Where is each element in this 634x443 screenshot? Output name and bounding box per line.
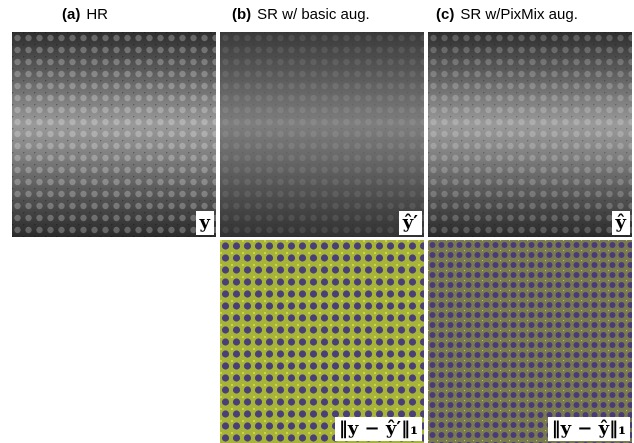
- caption: (c) SR w/PixMix aug.: [436, 6, 578, 23]
- caption: (b) SR w/ basic aug.: [232, 6, 370, 23]
- error-map: ‖y − ŷ′‖₁: [220, 240, 424, 443]
- image-label: ŷ: [611, 211, 630, 235]
- caption-text: SR w/ basic aug.: [257, 6, 370, 23]
- texture: [12, 32, 216, 237]
- sr-pixmix-image: ŷ: [428, 32, 632, 237]
- caption-text: SR w/PixMix aug.: [460, 6, 578, 23]
- error-label: ‖y − ŷ‖₁: [547, 417, 630, 441]
- sr-basic-image: ŷ′: [220, 32, 424, 237]
- tag: (a): [62, 6, 81, 23]
- texture: [428, 240, 632, 443]
- tag: (c): [436, 6, 455, 23]
- texture: [220, 32, 424, 237]
- texture: [220, 240, 424, 443]
- caption: (a) HR: [62, 6, 108, 23]
- caption-text: HR: [86, 6, 109, 23]
- image-label: y: [195, 211, 214, 235]
- error-label: ‖y − ŷ′‖₁: [334, 417, 422, 441]
- hr-image: y: [12, 32, 216, 237]
- error-map: ‖y − ŷ‖₁: [428, 240, 632, 443]
- texture: [428, 32, 632, 237]
- image-label: ŷ′: [398, 211, 422, 235]
- tag: (b): [232, 6, 252, 23]
